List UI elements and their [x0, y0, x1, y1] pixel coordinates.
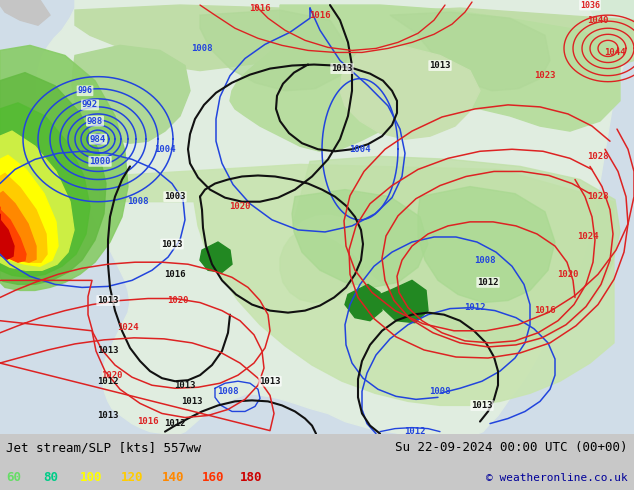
Text: 1013: 1013 — [471, 401, 493, 410]
Polygon shape — [0, 0, 50, 25]
Text: 1036: 1036 — [580, 0, 600, 9]
Text: 1012: 1012 — [477, 278, 499, 287]
Text: 1013: 1013 — [161, 240, 183, 248]
Polygon shape — [0, 207, 26, 262]
Text: 1008: 1008 — [127, 197, 149, 206]
Text: 1012: 1012 — [404, 427, 426, 436]
Text: 1013: 1013 — [181, 397, 203, 406]
Text: 1020: 1020 — [557, 270, 579, 279]
Polygon shape — [0, 155, 58, 266]
Polygon shape — [390, 12, 550, 91]
Text: 1020: 1020 — [101, 370, 123, 380]
Text: 1016: 1016 — [249, 3, 271, 13]
Polygon shape — [590, 0, 634, 40]
Text: 80: 80 — [43, 471, 58, 484]
Text: 1028: 1028 — [587, 192, 609, 201]
Text: 1016: 1016 — [137, 417, 158, 426]
Text: 1008: 1008 — [429, 387, 451, 396]
Polygon shape — [345, 284, 382, 320]
Text: 1012: 1012 — [464, 303, 486, 312]
Text: 992: 992 — [82, 100, 98, 109]
Text: 1013: 1013 — [97, 296, 119, 305]
Text: 1013: 1013 — [174, 381, 196, 390]
Text: 1016: 1016 — [164, 270, 186, 279]
Text: 1013: 1013 — [331, 64, 353, 73]
Text: © weatheronline.co.uk: © weatheronline.co.uk — [486, 472, 628, 483]
Text: 1024: 1024 — [117, 323, 139, 332]
Polygon shape — [72, 46, 190, 143]
Text: 1016: 1016 — [534, 306, 556, 315]
Polygon shape — [280, 156, 620, 345]
Polygon shape — [292, 190, 428, 288]
Polygon shape — [200, 10, 350, 91]
Polygon shape — [418, 187, 555, 302]
Text: 1008: 1008 — [474, 256, 496, 265]
Polygon shape — [0, 46, 128, 291]
Text: Su 22-09-2024 00:00 UTC (00+00): Su 22-09-2024 00:00 UTC (00+00) — [395, 441, 628, 454]
Polygon shape — [36, 0, 634, 434]
Text: 140: 140 — [162, 471, 184, 484]
Text: 1012: 1012 — [97, 377, 119, 386]
Text: 1040: 1040 — [587, 16, 609, 24]
Text: 60: 60 — [6, 471, 22, 484]
Text: 1013: 1013 — [97, 346, 119, 355]
Text: 1013: 1013 — [97, 411, 119, 420]
Text: 1012: 1012 — [164, 419, 186, 428]
Polygon shape — [100, 164, 614, 405]
Polygon shape — [0, 103, 90, 277]
Text: 988: 988 — [87, 117, 103, 125]
Text: 1013: 1013 — [429, 61, 451, 70]
Polygon shape — [380, 280, 428, 323]
Polygon shape — [200, 242, 232, 272]
Text: 1013: 1013 — [259, 377, 281, 386]
Text: 100: 100 — [80, 471, 102, 484]
Polygon shape — [0, 192, 36, 262]
Polygon shape — [230, 5, 620, 151]
Polygon shape — [0, 173, 47, 262]
Text: 996: 996 — [77, 86, 93, 95]
Text: Jet stream/SLP [kts] 557ww: Jet stream/SLP [kts] 557ww — [6, 441, 202, 454]
Polygon shape — [0, 73, 106, 284]
Text: 1020: 1020 — [167, 296, 189, 305]
Text: 1004: 1004 — [349, 145, 371, 154]
Polygon shape — [75, 5, 634, 71]
Text: 1008: 1008 — [191, 44, 213, 53]
Text: 1000: 1000 — [89, 157, 111, 166]
Text: 1020: 1020 — [230, 202, 251, 211]
Text: 1024: 1024 — [577, 232, 598, 242]
Text: 160: 160 — [202, 471, 224, 484]
Text: 1008: 1008 — [217, 387, 239, 396]
Text: 1028: 1028 — [587, 152, 609, 161]
Text: 1004: 1004 — [154, 145, 176, 154]
Polygon shape — [340, 46, 480, 139]
Polygon shape — [0, 214, 14, 259]
Text: 1044: 1044 — [604, 48, 626, 57]
Text: 1003: 1003 — [164, 192, 186, 201]
Polygon shape — [0, 131, 74, 270]
Text: 1016: 1016 — [309, 11, 331, 20]
Text: 1023: 1023 — [534, 71, 556, 80]
Text: 180: 180 — [240, 471, 262, 484]
Text: 120: 120 — [120, 471, 143, 484]
Text: 984: 984 — [90, 135, 106, 144]
